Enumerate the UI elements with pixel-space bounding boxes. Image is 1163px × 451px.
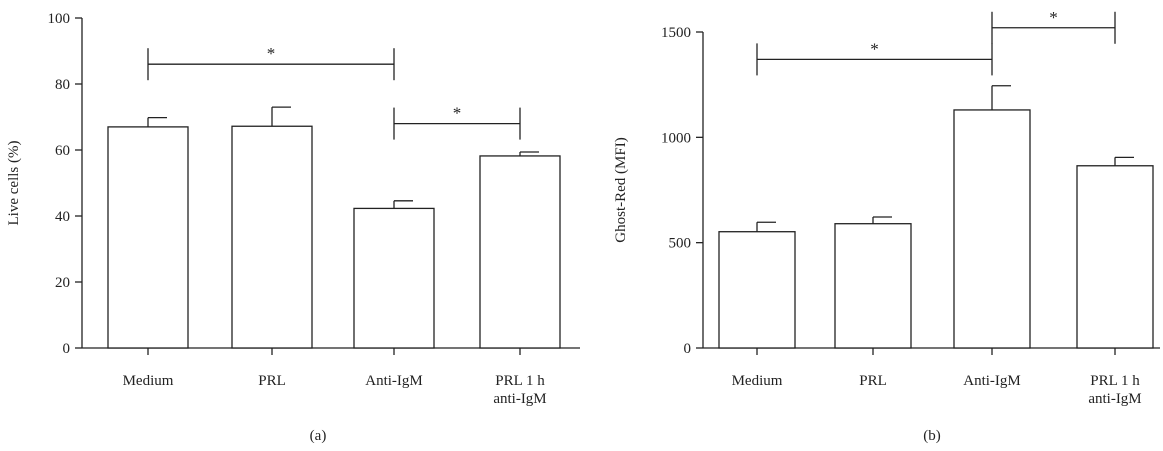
- bar-1: [718, 231, 796, 349]
- bar-4: [479, 155, 561, 349]
- y-tick-label: 0: [63, 341, 71, 357]
- x-tick-label: PRL: [258, 373, 286, 389]
- x-tick-label-line2: anti-IgM: [493, 391, 546, 407]
- panel-a-chart: 0 20 40 60 80 100 Live cells (%) Medium PRL Anti-…: [6, 11, 580, 444]
- y-tick-label: 60: [55, 143, 70, 159]
- x-tick-label: PRL: [859, 373, 887, 389]
- bar-3: [353, 207, 435, 349]
- y-tick-label: 0: [684, 341, 692, 357]
- x-tick-label: Anti-IgM: [963, 373, 1021, 389]
- y-axis-title: Ghost-Red (MFI): [613, 137, 629, 242]
- x-tick-label: PRL 1 h: [1090, 373, 1140, 389]
- y-tick-label: 20: [55, 275, 70, 291]
- bar-4: [1076, 165, 1154, 349]
- x-tick-label: PRL 1 h: [495, 373, 545, 389]
- y-tick-label: 40: [55, 209, 70, 225]
- panel-b-chart: 0 500 1000 1500 Ghost-Red (MFI) Medium PRL Anti…: [613, 8, 1160, 444]
- bar-2: [231, 125, 313, 349]
- x-tick-label: Medium: [732, 373, 783, 389]
- x-tick-label: Anti-IgM: [365, 373, 423, 389]
- panel-label: (a): [310, 428, 327, 444]
- bar-3: [953, 109, 1031, 349]
- bar-1: [107, 126, 189, 349]
- significance-star: *: [267, 44, 276, 63]
- significance-star: *: [1049, 8, 1058, 27]
- panel-label: (b): [923, 428, 941, 444]
- significance-star: *: [870, 39, 879, 58]
- x-tick-label-line2: anti-IgM: [1088, 391, 1141, 407]
- x-tick-label: Medium: [123, 373, 174, 389]
- bar-2: [834, 223, 912, 349]
- y-tick-label: 1000: [661, 130, 691, 146]
- y-axis-title: Live cells (%): [6, 141, 22, 226]
- y-tick-label: 80: [55, 77, 70, 93]
- significance-star: *: [453, 104, 462, 123]
- y-tick-label: 100: [48, 11, 71, 27]
- y-tick-label: 1500: [661, 25, 691, 41]
- y-tick-label: 500: [669, 236, 692, 252]
